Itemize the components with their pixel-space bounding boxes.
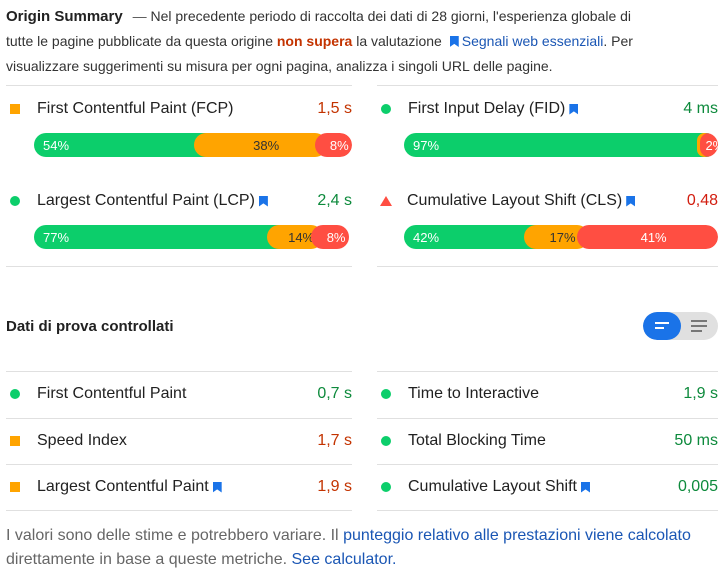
metric-label: Largest Contentful Paint xyxy=(37,478,209,495)
summary-text: Nel precedente periodo di raccolta dei d… xyxy=(6,8,632,49)
lab-metric-cls: Cumulative Layout Shift 0,005 xyxy=(377,464,718,510)
field-metric-lcp: Largest Contentful Paint (LCP) 2,4 s 77%… xyxy=(6,189,352,249)
origin-summary-title: Origin Summary xyxy=(6,8,123,25)
divider xyxy=(377,418,718,419)
metric-label: Cumulative Layout Shift (CLS) xyxy=(407,192,623,209)
bar-segment-slow: 8% xyxy=(311,225,349,249)
circle-icon xyxy=(381,482,391,492)
metric-value: 1,7 s xyxy=(317,432,352,449)
circle-icon xyxy=(10,389,20,399)
bookmark-icon[interactable] xyxy=(212,481,222,493)
view-toggle[interactable] xyxy=(643,312,718,340)
metric-value: 1,5 s xyxy=(317,100,352,117)
metric-value: 50 ms xyxy=(674,432,718,449)
metric-value: 2,4 s xyxy=(317,192,352,209)
metric-value: 0,005 xyxy=(677,478,718,495)
lab-metric-tti: Time to Interactive 1,9 s xyxy=(377,371,718,417)
distribution-bar: 97% 1% 2% xyxy=(404,133,718,157)
distribution-bar: 54% 38% 8% xyxy=(34,133,352,157)
bookmark-icon xyxy=(449,36,459,47)
metric-value: 1,9 s xyxy=(683,385,718,402)
summary-text-3: . Per visualizzare suggerimenti su misur… xyxy=(6,33,633,74)
compact-view-icon xyxy=(655,322,669,332)
divider xyxy=(6,266,352,267)
field-metric-fid: First Input Delay (FID) 4 ms 97% 1% 2% xyxy=(377,97,718,157)
see-calculator-link[interactable]: See calculator. xyxy=(291,551,397,568)
divider xyxy=(6,85,352,86)
lab-metric-speed-index: Speed Index 1,7 s xyxy=(6,418,352,464)
origin-summary: Origin Summary — Nel precedente periodo … xyxy=(6,4,646,79)
summary-status: non supera xyxy=(276,33,353,49)
lab-metric-lcp: Largest Contentful Paint 1,9 s xyxy=(6,464,352,510)
divider xyxy=(377,85,718,86)
core-web-vitals-link-label[interactable]: Segnali web essenziali xyxy=(461,33,604,49)
bookmark-icon[interactable] xyxy=(580,481,590,493)
bar-segment-fast: 54% xyxy=(34,133,206,157)
field-metric-fcp: First Contentful Paint (FCP) 1,5 s 54% 3… xyxy=(6,97,352,157)
bar-segment-fast: 42% xyxy=(404,225,536,249)
bookmark-icon[interactable] xyxy=(569,103,579,115)
bar-segment-slow: 8% xyxy=(314,133,352,157)
bar-segment-slow: 41% xyxy=(577,225,718,249)
lab-data-note: I valori sono delle stime e potrebbero v… xyxy=(6,524,721,572)
expanded-view-icon xyxy=(691,320,707,335)
square-icon xyxy=(10,482,20,492)
summary-text-2: la valutazione xyxy=(356,33,442,49)
compact-view-button[interactable] xyxy=(643,312,681,340)
bar-segment-fast: 97% xyxy=(404,133,709,157)
bar-segment-average: 38% xyxy=(193,133,327,157)
lab-metric-tbt: Total Blocking Time 50 ms xyxy=(377,418,718,464)
metric-value: 1,9 s xyxy=(317,478,352,495)
metric-label: Cumulative Layout Shift xyxy=(408,478,577,495)
square-icon xyxy=(10,436,20,446)
metric-label: First Input Delay (FID) xyxy=(408,100,566,117)
metric-value: 4 ms xyxy=(683,100,718,117)
metric-label: Largest Contentful Paint (LCP) xyxy=(37,192,255,209)
core-web-vitals-link[interactable]: Segnali web essenziali xyxy=(446,33,604,49)
distribution-bar: 42% 17% 41% xyxy=(404,225,718,249)
metric-value: 0,7 s xyxy=(317,385,352,402)
field-metric-cls: Cumulative Layout Shift (CLS) 0,48 42% 1… xyxy=(377,189,718,249)
summary-separator: — xyxy=(132,8,147,24)
divider xyxy=(6,464,352,465)
divider xyxy=(6,418,352,419)
divider xyxy=(377,266,718,267)
bar-segment-fast: 77% xyxy=(34,225,279,249)
metric-value: 0,48 xyxy=(686,192,718,209)
divider xyxy=(6,371,352,372)
note-text: I valori sono delle stime e potrebbero v… xyxy=(6,527,339,544)
divider xyxy=(377,510,718,511)
metric-label: First Contentful Paint (FCP) xyxy=(37,100,234,117)
bookmark-icon[interactable] xyxy=(626,195,636,207)
expanded-view-button[interactable] xyxy=(681,312,718,340)
divider xyxy=(6,510,352,511)
metric-label: Speed Index xyxy=(37,432,127,449)
divider xyxy=(377,371,718,372)
square-icon xyxy=(10,104,20,114)
metric-label: Time to Interactive xyxy=(408,385,540,402)
bookmark-icon[interactable] xyxy=(258,195,268,207)
distribution-bar: 77% 14% 8% xyxy=(34,225,352,249)
circle-icon xyxy=(381,104,391,114)
metric-label: First Contentful Paint xyxy=(37,385,187,402)
bar-segment-slow: 2% xyxy=(699,133,718,157)
divider xyxy=(377,464,718,465)
circle-icon xyxy=(381,389,391,399)
lab-data-title: Dati di prova controllati xyxy=(6,318,174,335)
triangle-icon xyxy=(380,196,392,206)
metric-label: Total Blocking Time xyxy=(408,432,546,449)
note-text-2: direttamente in base a queste metriche. xyxy=(6,551,288,568)
circle-icon xyxy=(381,436,391,446)
performance-score-link[interactable]: punteggio relativo alle prestazioni vien… xyxy=(343,527,691,544)
circle-icon xyxy=(10,196,20,206)
lab-metric-fcp: First Contentful Paint 0,7 s xyxy=(6,371,352,417)
